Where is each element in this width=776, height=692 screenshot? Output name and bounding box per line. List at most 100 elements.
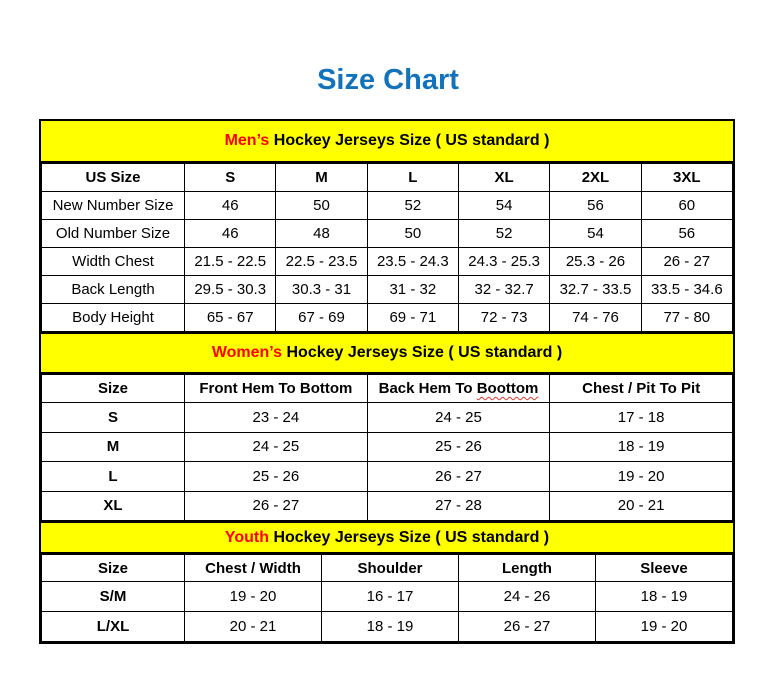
row-label: Old Number Size bbox=[40, 219, 186, 248]
section-heading-womens-rest: Hockey Jerseys Size ( US standard ) bbox=[282, 344, 563, 361]
row-label: L/XL bbox=[40, 611, 186, 642]
table-row: S/M 19 - 20 16 - 17 24 - 26 18 - 19 bbox=[40, 581, 734, 612]
column-header: Chest / Width bbox=[184, 554, 323, 582]
size-value-cell: 26 - 27 bbox=[366, 461, 551, 492]
size-value-cell: 16 - 17 bbox=[321, 581, 459, 612]
row-label: Body Height bbox=[40, 303, 186, 332]
column-header: Length bbox=[458, 554, 596, 582]
size-value-cell: 24.3 - 25.3 bbox=[457, 247, 551, 276]
column-header: M bbox=[275, 163, 368, 192]
size-value-cell: 20 - 21 bbox=[549, 490, 733, 521]
section-heading-womens: Women’s Hockey Jerseys Size ( US standar… bbox=[41, 332, 733, 374]
table-row: New Number Size 46 50 52 54 56 60 bbox=[40, 191, 734, 220]
size-value-cell: 52 bbox=[457, 219, 551, 248]
table-row: L/XL 20 - 21 18 - 19 26 - 27 19 - 20 bbox=[40, 611, 734, 642]
size-value-cell: 22.5 - 23.5 bbox=[275, 247, 368, 276]
section-heading-youth-rest: Hockey Jerseys Size ( US standard ) bbox=[269, 529, 550, 546]
column-header: Back Hem To Boottom bbox=[366, 374, 551, 403]
row-label: XL bbox=[40, 490, 186, 521]
size-value-cell: 46 bbox=[184, 219, 277, 248]
size-value-cell: 48 bbox=[275, 219, 368, 248]
row-label: S bbox=[40, 402, 186, 433]
size-value-cell: 18 - 19 bbox=[549, 431, 733, 462]
column-header: L bbox=[366, 163, 459, 192]
page-title: Size Chart bbox=[317, 64, 459, 96]
size-value-cell: 20 - 21 bbox=[184, 611, 323, 642]
size-value-cell: 29.5 - 30.3 bbox=[184, 275, 277, 304]
table-row: L 25 - 26 26 - 27 19 - 20 bbox=[40, 461, 733, 492]
column-header: Size bbox=[40, 374, 186, 403]
womens-header-row: Size Front Hem To Bottom Back Hem To Boott… bbox=[40, 374, 733, 403]
size-value-cell: 19 - 20 bbox=[594, 611, 734, 642]
section-heading-mens: Men’s Hockey Jerseys Size ( US standard … bbox=[41, 121, 733, 163]
size-value-cell: 24 - 25 bbox=[184, 431, 368, 462]
column-header: Front Hem To Bottom bbox=[184, 374, 368, 403]
size-value-cell: 54 bbox=[549, 219, 642, 248]
size-value-cell: 24 - 26 bbox=[458, 581, 596, 612]
column-header: 3XL bbox=[640, 163, 734, 192]
row-label: Width Chest bbox=[40, 247, 186, 276]
size-value-cell: 26 - 27 bbox=[640, 247, 734, 276]
size-value-cell: 25 - 26 bbox=[184, 461, 368, 492]
size-value-cell: 26 - 27 bbox=[458, 611, 596, 642]
size-value-cell: 52 bbox=[366, 191, 459, 220]
table-row: Old Number Size 46 48 50 52 54 56 bbox=[40, 219, 734, 248]
size-value-cell: 69 - 71 bbox=[366, 303, 459, 332]
size-value-cell: 31 - 32 bbox=[366, 275, 459, 304]
youth-size-table: Size Chest / Width Shoulder Length Sleeve S/M… bbox=[40, 554, 734, 642]
section-heading-womens-highlight: Women’s bbox=[211, 344, 283, 361]
section-heading-mens-rest: Hockey Jerseys Size ( US standard ) bbox=[269, 132, 550, 149]
youth-header-row: Size Chest / Width Shoulder Length Sleeve bbox=[40, 554, 734, 582]
size-value-cell: 23 - 24 bbox=[184, 402, 368, 433]
size-value-cell: 33.5 - 34.6 bbox=[640, 275, 734, 304]
size-value-cell: 56 bbox=[640, 219, 734, 248]
size-value-cell: 25 - 26 bbox=[366, 431, 551, 462]
table-row: S 23 - 24 24 - 25 17 - 18 bbox=[40, 402, 733, 433]
table-row: Body Height 65 - 67 67 - 69 69 - 71 72 - 73 7… bbox=[40, 303, 734, 332]
size-chart-table: Men’s Hockey Jerseys Size ( US standard … bbox=[39, 119, 735, 644]
size-value-cell: 67 - 69 bbox=[275, 303, 368, 332]
size-value-cell: 25.3 - 26 bbox=[549, 247, 642, 276]
column-header: 2XL bbox=[549, 163, 642, 192]
column-header: Shoulder bbox=[321, 554, 459, 582]
column-header: Sleeve bbox=[594, 554, 734, 582]
size-value-cell: 54 bbox=[457, 191, 551, 220]
size-value-cell: 26 - 27 bbox=[184, 490, 368, 521]
size-value-cell: 21.5 - 22.5 bbox=[184, 247, 277, 276]
size-value-cell: 46 bbox=[184, 191, 277, 220]
row-label: S/M bbox=[40, 581, 186, 612]
size-value-cell: 32.7 - 33.5 bbox=[549, 275, 642, 304]
misspelled-word: Boottom bbox=[476, 380, 539, 397]
size-value-cell: 24 - 25 bbox=[366, 402, 551, 433]
section-heading-youth: Youth Hockey Jerseys Size ( US standard … bbox=[41, 521, 733, 554]
size-value-cell: 17 - 18 bbox=[549, 402, 733, 433]
row-label: L bbox=[40, 461, 186, 492]
column-header: Size bbox=[40, 554, 186, 582]
row-label: New Number Size bbox=[40, 191, 186, 220]
size-value-cell: 18 - 19 bbox=[321, 611, 459, 642]
column-header: XL bbox=[457, 163, 551, 192]
size-value-cell: 72 - 73 bbox=[457, 303, 551, 332]
section-heading-youth-highlight: Youth bbox=[224, 529, 269, 546]
column-header: Chest / Pit To Pit bbox=[549, 374, 733, 403]
size-value-cell: 50 bbox=[275, 191, 368, 220]
size-value-cell: 19 - 20 bbox=[549, 461, 733, 492]
mens-size-table: US Size S M L XL 2XL 3XL New Number Size 46 50 52 5… bbox=[40, 163, 734, 332]
size-value-cell: 50 bbox=[366, 219, 459, 248]
size-value-cell: 19 - 20 bbox=[184, 581, 323, 612]
section-heading-mens-highlight: Men’s bbox=[224, 132, 270, 149]
size-value-cell: 77 - 80 bbox=[640, 303, 734, 332]
size-value-cell: 65 - 67 bbox=[184, 303, 277, 332]
size-value-cell: 60 bbox=[640, 191, 734, 220]
table-row: Back Length 29.5 - 30.3 30.3 - 31 31 - 32 32… bbox=[40, 275, 734, 304]
table-row: XL 26 - 27 27 - 28 20 - 21 bbox=[40, 490, 733, 521]
column-header: US Size bbox=[40, 163, 186, 192]
size-value-cell: 30.3 - 31 bbox=[275, 275, 368, 304]
row-label: Back Length bbox=[40, 275, 186, 304]
mens-header-row: US Size S M L XL 2XL 3XL bbox=[40, 163, 734, 192]
column-header: S bbox=[184, 163, 277, 192]
size-value-cell: 56 bbox=[549, 191, 642, 220]
size-value-cell: 74 - 76 bbox=[549, 303, 642, 332]
size-value-cell: 32 - 32.7 bbox=[457, 275, 551, 304]
size-value-cell: 18 - 19 bbox=[594, 581, 734, 612]
